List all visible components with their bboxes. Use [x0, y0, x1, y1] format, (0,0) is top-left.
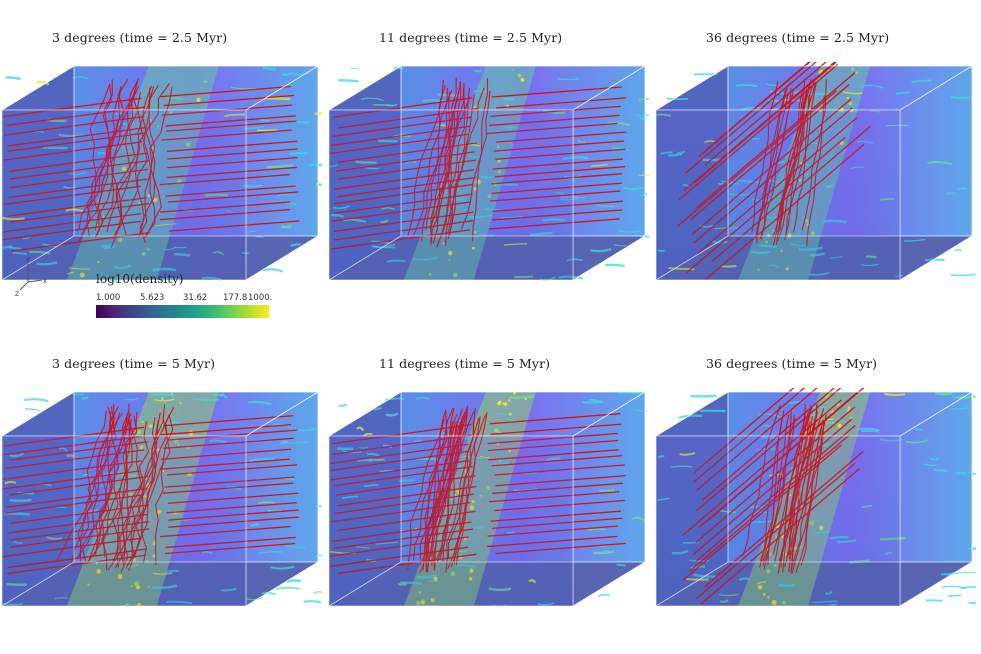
density-cube-3deg-5myr	[2, 388, 322, 608]
axis-y-label: Y	[25, 257, 30, 264]
density-cube-36deg-5myr	[656, 388, 976, 608]
axes-orientation-triad: Y X Z	[14, 256, 50, 298]
colorbar-gradient	[96, 305, 269, 318]
cube-render	[329, 391, 647, 607]
panel-caption-3deg-5myr: 3 degrees (time = 5 Myr)	[52, 356, 216, 371]
panel-caption-36deg-2.5myr: 36 degrees (time = 2.5 Myr)	[706, 30, 890, 45]
cube-render	[329, 65, 649, 281]
colorbar-tick: 1000.	[248, 293, 273, 303]
panel-caption-3deg-2.5myr: 3 degrees (time = 2.5 Myr)	[52, 30, 228, 45]
density-colorbar: log10(density) 1.000 5.623 31.62 177.8 1…	[96, 272, 273, 322]
density-cube-11deg-2.5myr	[329, 62, 649, 282]
panel-caption-11deg-2.5myr: 11 degrees (time = 2.5 Myr)	[379, 30, 563, 45]
axis-z-label: Z	[15, 291, 19, 298]
colorbar-tick: 1.000	[96, 293, 121, 303]
cube-render	[656, 62, 976, 281]
colorbar-title: log10(density)	[96, 272, 184, 286]
cube-render	[2, 391, 322, 607]
density-cube-3deg-2.5myr	[2, 62, 322, 282]
colorbar-tick: 177.8	[223, 293, 248, 303]
density-cube-11deg-5myr	[329, 388, 649, 608]
axis-x-label: X	[43, 278, 47, 285]
panel-caption-11deg-5myr: 11 degrees (time = 5 Myr)	[379, 356, 551, 371]
colorbar-tick: 31.62	[183, 293, 208, 303]
density-cube-36deg-2.5myr	[656, 62, 976, 282]
cube-render	[656, 388, 976, 607]
panel-caption-36deg-5myr: 36 degrees (time = 5 Myr)	[706, 356, 878, 371]
colorbar-tick: 5.623	[140, 293, 165, 303]
cube-render	[2, 65, 322, 282]
